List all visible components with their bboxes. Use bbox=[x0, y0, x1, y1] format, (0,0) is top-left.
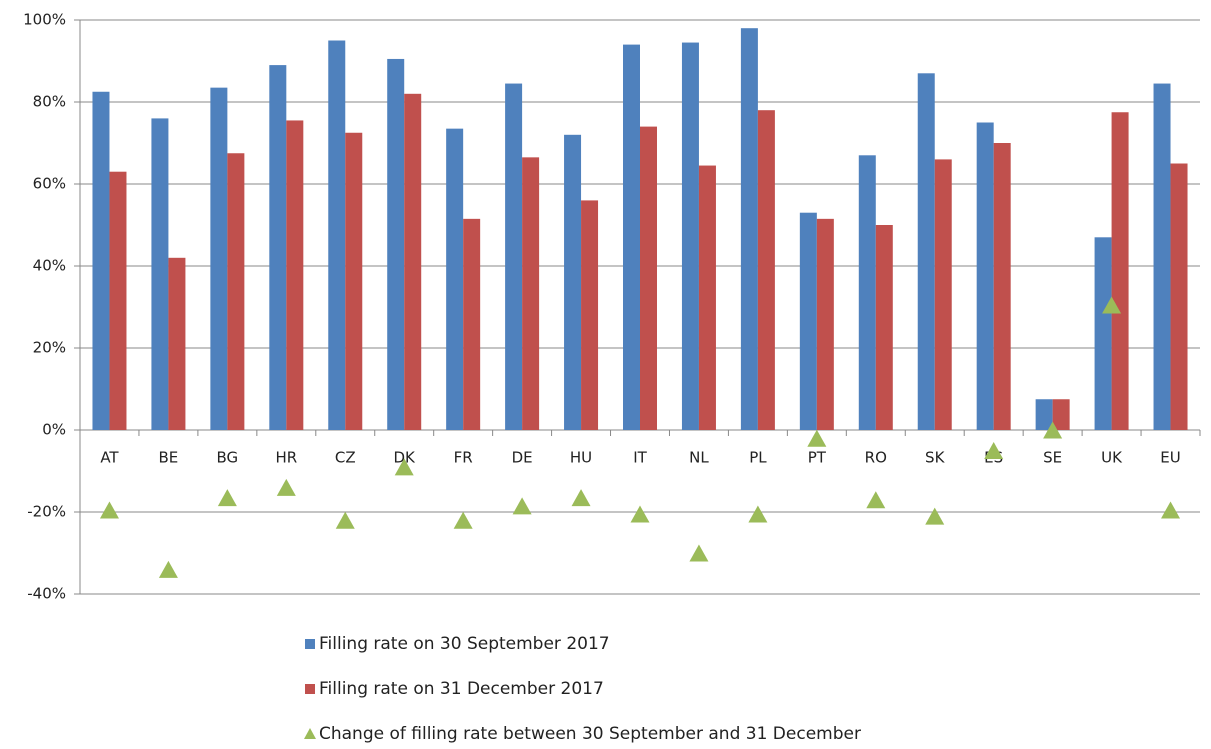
triangle-marker bbox=[1161, 501, 1181, 519]
legend-label: Filling rate on 30 September 2017 bbox=[319, 634, 610, 654]
bar bbox=[328, 40, 346, 430]
bar bbox=[1170, 163, 1188, 430]
bar bbox=[917, 73, 935, 431]
x-tick-label: FR bbox=[454, 449, 473, 467]
bar bbox=[698, 165, 716, 431]
triangle-marker bbox=[925, 507, 945, 525]
y-tick-label: 100% bbox=[23, 11, 66, 29]
x-tick-label: PT bbox=[808, 449, 827, 467]
legend-swatch bbox=[304, 728, 316, 739]
x-tick-label: AT bbox=[100, 449, 119, 467]
bar bbox=[1094, 237, 1112, 430]
bar bbox=[210, 87, 228, 431]
y-tick-label: 0% bbox=[42, 421, 66, 439]
bar bbox=[522, 157, 540, 430]
triangle-marker bbox=[748, 505, 768, 523]
x-tick-label: IT bbox=[633, 449, 647, 467]
bar bbox=[168, 257, 186, 430]
bar bbox=[286, 120, 304, 430]
triangle-marker bbox=[630, 505, 650, 523]
triangle-marker bbox=[453, 511, 473, 529]
bar bbox=[446, 128, 464, 430]
bar bbox=[92, 91, 110, 430]
x-tick-label: HR bbox=[275, 449, 297, 467]
y-tick-label: 60% bbox=[33, 175, 66, 193]
triangle-marker bbox=[689, 544, 709, 562]
triangle-marker bbox=[512, 497, 532, 515]
triangle-marker bbox=[99, 501, 119, 519]
triangle-marker bbox=[276, 478, 296, 496]
bar bbox=[740, 28, 758, 430]
bar bbox=[463, 218, 481, 430]
triangle-marker bbox=[335, 511, 355, 529]
triangle-marker bbox=[1102, 296, 1122, 314]
x-tick-label: DK bbox=[394, 449, 417, 467]
bar bbox=[976, 122, 994, 430]
bar bbox=[581, 200, 599, 430]
x-tick-label: SE bbox=[1043, 449, 1062, 467]
x-tick-label: EU bbox=[1160, 449, 1180, 467]
x-tick-label: DE bbox=[512, 449, 533, 467]
triangle-marker bbox=[571, 489, 591, 507]
bar bbox=[993, 143, 1011, 430]
bar bbox=[387, 58, 405, 430]
triangle-marker bbox=[158, 560, 178, 578]
triangle-marker bbox=[394, 458, 414, 476]
y-tick-label: 20% bbox=[33, 339, 66, 357]
bar bbox=[151, 118, 169, 431]
bar bbox=[227, 153, 245, 430]
x-tick-label: UK bbox=[1101, 449, 1123, 467]
y-tick-label: -40% bbox=[27, 585, 66, 603]
bar bbox=[1052, 399, 1070, 430]
bar bbox=[816, 218, 834, 430]
bar bbox=[564, 134, 582, 431]
bar bbox=[1035, 399, 1053, 430]
x-tick-label: PL bbox=[749, 449, 767, 467]
y-tick-label: 40% bbox=[33, 257, 66, 275]
triangle-marker bbox=[807, 429, 827, 447]
x-tick-label: BE bbox=[159, 449, 179, 467]
legend-swatch bbox=[305, 639, 315, 649]
bar bbox=[505, 83, 523, 431]
bar bbox=[1111, 112, 1129, 430]
y-tick-label: -20% bbox=[27, 503, 66, 521]
legend-label: Filling rate on 31 December 2017 bbox=[319, 679, 604, 699]
bar bbox=[109, 171, 127, 430]
x-tick-label: HU bbox=[570, 449, 592, 467]
triangle-marker bbox=[984, 442, 1004, 459]
x-tick-label: NL bbox=[689, 449, 709, 467]
bar bbox=[858, 155, 876, 431]
legend-swatch bbox=[305, 684, 315, 694]
bar bbox=[345, 132, 363, 430]
triangle-marker bbox=[866, 491, 886, 509]
bar bbox=[623, 44, 640, 430]
triangle-marker bbox=[217, 489, 237, 507]
y-tick-label: 80% bbox=[33, 93, 66, 111]
bar bbox=[799, 212, 817, 430]
bar bbox=[681, 42, 699, 431]
x-tick-label: BG bbox=[217, 449, 239, 467]
bar bbox=[640, 126, 657, 430]
bar bbox=[934, 159, 952, 430]
legend-label: Change of filling rate between 30 Septem… bbox=[319, 724, 861, 744]
bar bbox=[404, 93, 422, 431]
triangle-marker bbox=[1043, 421, 1063, 439]
x-tick-label: CZ bbox=[335, 449, 356, 467]
x-tick-label: RO bbox=[865, 449, 887, 467]
bar bbox=[269, 65, 287, 430]
bar bbox=[875, 225, 893, 430]
x-tick-label: SK bbox=[925, 449, 946, 467]
bar bbox=[1153, 83, 1171, 431]
bar bbox=[757, 110, 775, 430]
